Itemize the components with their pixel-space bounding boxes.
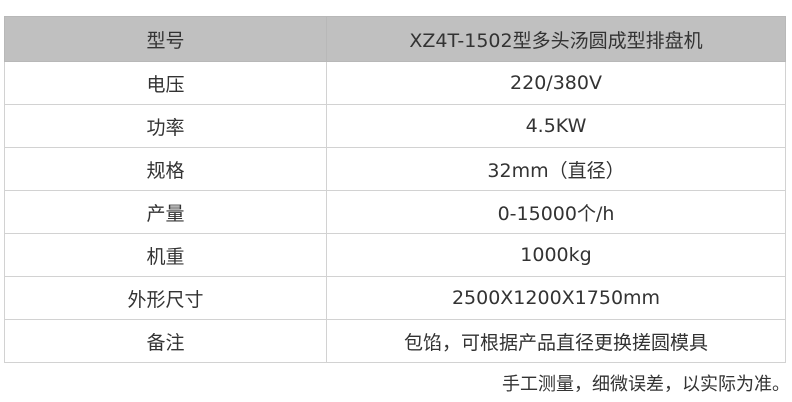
measurement-note: 手工测量，细微误差，以实际为准。 bbox=[502, 374, 790, 395]
table-row: 备注 包馅，可根据产品直径更换搓圆模具 bbox=[4, 319, 786, 363]
table-row: 功率 4.5KW bbox=[4, 104, 786, 148]
row-label: 机重 bbox=[4, 233, 327, 277]
spec-table: 型号 XZ4T-1502型多头汤圆成型排盘机 电压 220/380V 功率 4.5KW… bbox=[4, 16, 786, 363]
row-value: 0-15000个/h bbox=[326, 190, 786, 234]
row-label: 电压 bbox=[4, 61, 327, 105]
row-value: 包馅，可根据产品直径更换搓圆模具 bbox=[326, 319, 786, 363]
row-label: 功率 bbox=[4, 104, 327, 148]
row-label: 外形尺寸 bbox=[4, 276, 327, 320]
table-row: 产量 0-15000个/h bbox=[4, 190, 786, 234]
row-value: 1000kg bbox=[326, 233, 786, 277]
table-row: 外形尺寸 2500X1200X1750mm bbox=[4, 276, 786, 320]
header-value: XZ4T-1502型多头汤圆成型排盘机 bbox=[326, 16, 786, 62]
table-row: 机重 1000kg bbox=[4, 233, 786, 277]
table-row: 电压 220/380V bbox=[4, 61, 786, 105]
row-label: 产量 bbox=[4, 190, 327, 234]
table-header-row: 型号 XZ4T-1502型多头汤圆成型排盘机 bbox=[4, 16, 786, 62]
row-value: 220/380V bbox=[326, 61, 786, 105]
row-label: 规格 bbox=[4, 147, 327, 191]
row-label: 备注 bbox=[4, 319, 327, 363]
row-value: 4.5KW bbox=[326, 104, 786, 148]
header-label: 型号 bbox=[4, 16, 327, 62]
table-row: 规格 32mm（直径） bbox=[4, 147, 786, 191]
row-value: 2500X1200X1750mm bbox=[326, 276, 786, 320]
row-value: 32mm（直径） bbox=[326, 147, 786, 191]
